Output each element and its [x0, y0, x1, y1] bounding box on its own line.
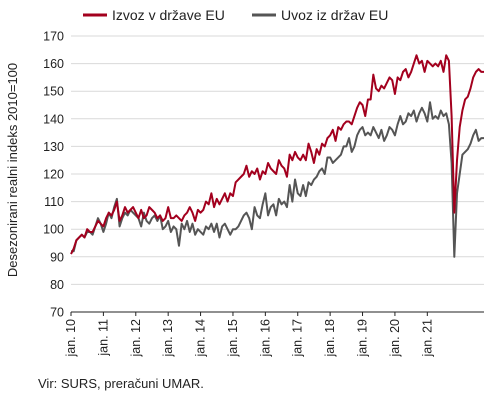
x-tick-label: jan. 19	[356, 319, 370, 358]
y-axis-ticks: 70 80 90 100 110 120 130 140 150 160 170	[43, 30, 64, 320]
series-line-import	[71, 101, 484, 258]
x-tick-label: jan. 11	[96, 319, 110, 357]
x-tick-label: jan. 15	[226, 319, 240, 358]
y-tick-label: 90	[50, 250, 64, 264]
y-tick-label: 150	[43, 85, 64, 99]
x-tick-label: jan. 12	[129, 319, 143, 358]
y-axis-label: Desezonirani realni indeks 2010=100	[5, 63, 20, 277]
x-tick-label: jan. 20	[388, 319, 402, 358]
y-tick-label: 110	[44, 195, 64, 209]
series-line-export	[70, 54, 484, 255]
x-tick-label: jan. 16	[258, 319, 272, 358]
y-tick-label: 140	[43, 112, 64, 126]
source-note: Vir: SURS, preračuni UMAR.	[38, 376, 204, 391]
x-tick-label: jan. 14	[194, 319, 208, 358]
x-tick-label: jan. 18	[323, 319, 337, 358]
y-tick-label: 100	[43, 223, 64, 237]
y-tick-label: 70	[50, 306, 64, 320]
legend-label-import: Uvoz iz držav EU	[281, 7, 388, 23]
y-tick-label: 80	[50, 278, 64, 292]
gridlines	[71, 35, 484, 313]
x-tick-label: jan. 21	[420, 319, 434, 358]
y-tick-label: 120	[43, 168, 64, 182]
legend-label-export: Izvoz v države EU	[112, 7, 225, 23]
x-tick-label: jan. 17	[291, 319, 305, 358]
y-tick-label: 160	[43, 57, 64, 71]
x-axis-ticks: jan. 10 jan. 11 jan. 12 jan. 13 jan. 14 jan. …	[64, 312, 434, 358]
series-lines	[70, 54, 484, 258]
x-tick-label: jan. 13	[161, 319, 175, 358]
legend: Izvoz v države EU Uvoz iz držav EU	[83, 7, 388, 23]
x-tick-label: jan. 10	[64, 319, 78, 358]
y-tick-label: 130	[43, 140, 64, 154]
y-tick-label: 170	[43, 30, 64, 44]
